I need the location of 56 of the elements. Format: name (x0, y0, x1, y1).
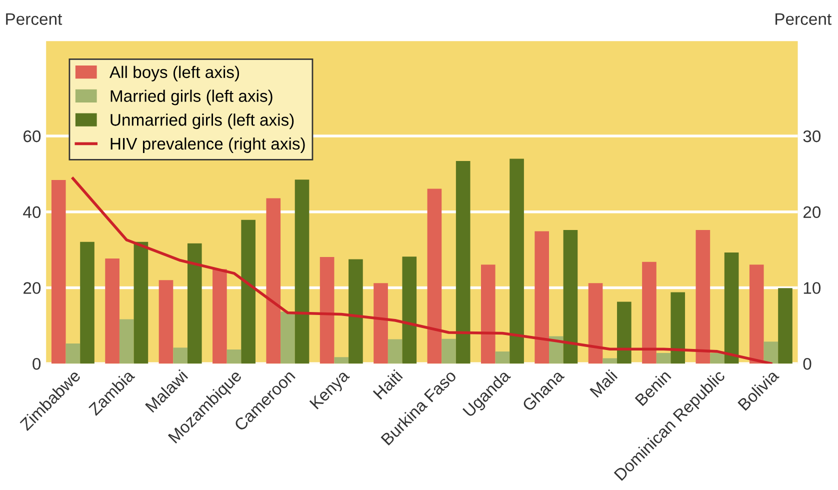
bar (334, 357, 349, 364)
bar (134, 242, 148, 364)
y-tick-label: 0 (32, 358, 41, 370)
bar (495, 351, 510, 364)
legend-label: Unmarried girls (left axis) (110, 114, 294, 130)
y2-axis-title: Percent (776, 13, 832, 25)
y-tick-label: 20 (24, 282, 41, 294)
bar (80, 242, 94, 364)
bar (670, 292, 686, 364)
bar (374, 283, 388, 364)
bar (226, 350, 242, 364)
bar (456, 161, 470, 364)
bar (696, 230, 710, 364)
bar (119, 319, 134, 364)
bar (402, 256, 417, 364)
bar (642, 262, 656, 364)
bar (427, 188, 442, 364)
y2-tick-label: 30 (803, 130, 821, 142)
bar (187, 243, 202, 364)
bar (212, 269, 227, 364)
bar (480, 264, 496, 364)
line-series (72, 177, 772, 364)
bar (294, 180, 310, 364)
y-tick-label: 40 (23, 206, 41, 218)
bar (656, 352, 671, 364)
legend-label: Married girls (left axis) (110, 90, 272, 106)
bar (388, 339, 402, 364)
bar (348, 259, 363, 364)
bar (320, 256, 334, 364)
bar (724, 252, 739, 364)
legend-label: HIV prevalence (right axis) (110, 137, 305, 153)
bar (105, 258, 120, 364)
bar (51, 180, 66, 364)
bar (563, 230, 578, 364)
bar (266, 198, 281, 364)
y-axis-title: Percent (6, 13, 62, 25)
bar (534, 231, 550, 364)
bar (778, 288, 792, 364)
y2-tick-label: 10 (804, 282, 821, 294)
bar (602, 358, 618, 364)
bar (280, 312, 295, 364)
bar (588, 283, 603, 364)
bar (66, 343, 80, 364)
bar (749, 264, 764, 364)
legend-label: All boys (left axis) (109, 66, 240, 82)
y2-tick-label: 0 (803, 358, 812, 370)
bar (442, 338, 456, 364)
bar (710, 352, 724, 364)
y-tick-label: 60 (24, 130, 41, 142)
bar (510, 158, 524, 364)
bar (241, 220, 256, 364)
bar (764, 342, 778, 364)
y2-tick-label: 20 (803, 206, 821, 218)
bar (173, 348, 188, 364)
bar (617, 302, 632, 364)
bar (158, 280, 174, 364)
